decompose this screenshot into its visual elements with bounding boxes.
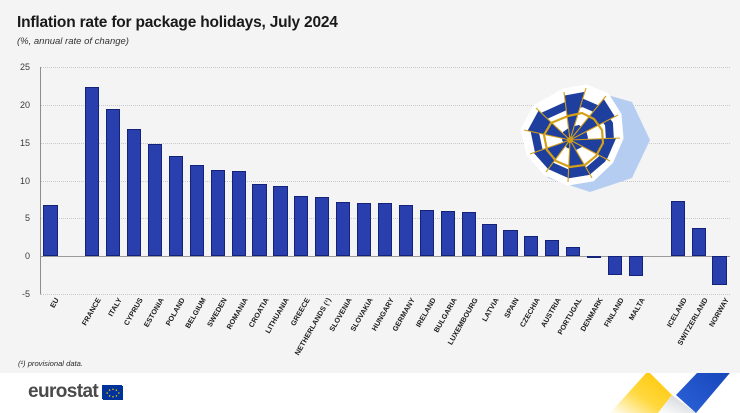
- eurostat-logo-text: eurostat: [28, 381, 99, 402]
- gridline-15: [40, 142, 730, 144]
- bar: [461, 211, 476, 257]
- bar: [43, 205, 58, 257]
- bar: [712, 256, 727, 285]
- bar-series: [40, 67, 730, 294]
- x-axis-tick-label: FRANCE: [79, 296, 104, 327]
- chart-subtitle: (%, annual rate of change): [17, 36, 129, 47]
- bar: [503, 229, 518, 257]
- bar: [168, 156, 183, 257]
- x-axis-tick-label: FINLAND: [601, 296, 626, 329]
- bar: [336, 202, 351, 257]
- x-axis-tick-label: ITALY: [106, 296, 124, 318]
- bar: [85, 87, 100, 257]
- bar: [315, 197, 330, 257]
- bar: [106, 108, 121, 257]
- bar: [586, 256, 602, 259]
- bar: [691, 228, 706, 257]
- y-axis-line: [40, 67, 41, 294]
- x-axis-tick-label: BELGIUM: [182, 296, 208, 330]
- bar: [419, 210, 434, 257]
- gridline-0: [40, 256, 730, 258]
- bar: [189, 165, 204, 257]
- bar: [524, 236, 539, 257]
- chart-footnote: (¹) provisional data.: [18, 359, 83, 368]
- y-axis-tick-label: 10: [19, 175, 30, 186]
- bar: [294, 195, 309, 257]
- y-axis-tick-label: 15: [19, 137, 30, 148]
- page-title: Inflation rate for package holidays, Jul…: [17, 14, 338, 31]
- bar: [273, 185, 288, 257]
- bar: [231, 171, 246, 257]
- bar: [377, 203, 393, 257]
- gridline-20: [40, 104, 730, 106]
- bar: [147, 144, 163, 257]
- bar: [356, 203, 372, 257]
- gridline-25: [40, 67, 730, 68]
- bar: [210, 169, 225, 257]
- x-axis-tick-label: EU: [48, 296, 62, 310]
- bar: [628, 256, 643, 276]
- y-axis-tick-label: 0: [24, 251, 30, 262]
- bar: [566, 247, 581, 257]
- bar: [482, 223, 497, 257]
- x-axis-tick-label: NORWAY: [706, 296, 731, 329]
- x-axis-tick-label: ESTONIA: [141, 296, 166, 329]
- bar: [126, 129, 142, 257]
- bar: [545, 239, 560, 257]
- y-axis-tick-label: 20: [19, 99, 30, 110]
- page-footer: eurostat: [0, 373, 740, 413]
- bar: [440, 210, 455, 257]
- eurostat-brand-chevron: [610, 373, 740, 413]
- x-axis-tick-label: LATVIA: [479, 296, 501, 324]
- bar: [607, 256, 623, 276]
- bar: [252, 183, 267, 257]
- eurostat-logo: eurostat: [28, 381, 124, 402]
- x-axis-tick-label: SPAIN: [502, 296, 522, 320]
- gridline--5: [40, 294, 730, 295]
- bar: [670, 200, 685, 257]
- x-axis-labels: EU FRANCE ITALY CYPRUS ESTONIA POLAND BELGIUM S…: [40, 296, 731, 357]
- y-axis-tick-label: 5: [24, 213, 30, 224]
- bar: [398, 205, 413, 257]
- x-axis-tick-label: MALTA: [626, 296, 647, 322]
- y-axis-tick-label: -5: [21, 289, 30, 299]
- gridline-10: [40, 180, 730, 182]
- y-axis-tick-label: 25: [19, 62, 30, 72]
- eu-flag-icon: [102, 384, 124, 400]
